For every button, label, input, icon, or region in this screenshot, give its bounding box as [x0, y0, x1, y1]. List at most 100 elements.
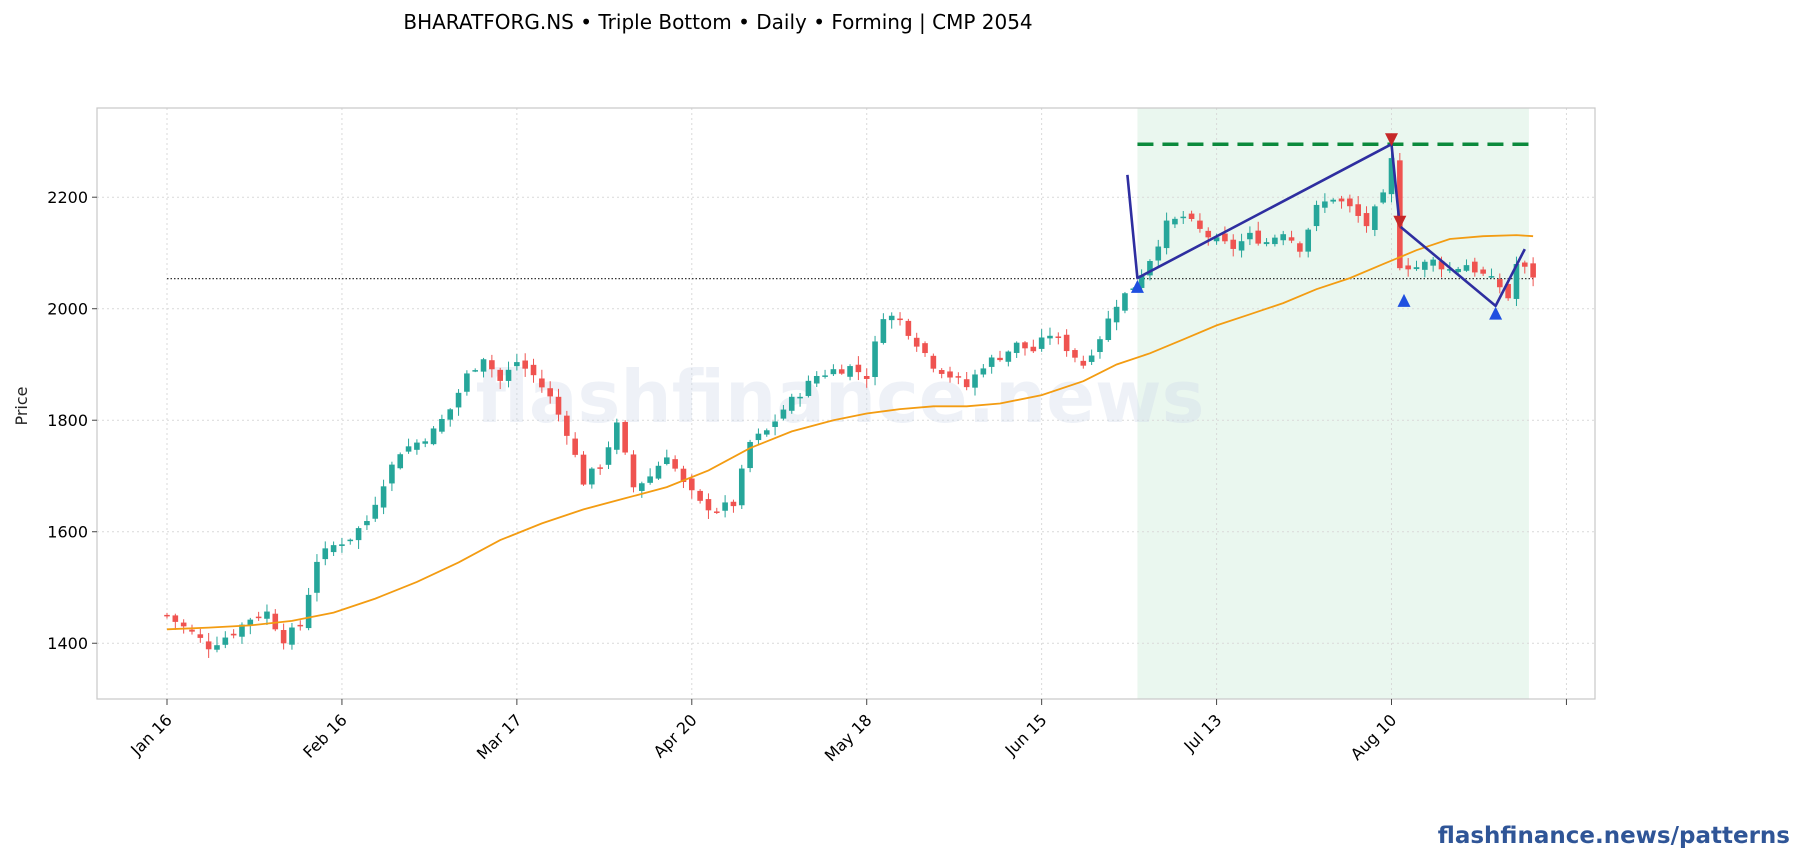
pivot-high-marker — [1385, 133, 1399, 147]
x-tick-label: Aug 10 — [1347, 710, 1401, 764]
candle-body — [514, 362, 520, 367]
candle-body — [189, 629, 195, 632]
candle-body — [697, 490, 703, 501]
candle-body — [1055, 336, 1062, 338]
pivot-low-marker — [1397, 293, 1411, 307]
x-tick-label: Feb 16 — [299, 710, 350, 761]
candle-body — [1113, 306, 1120, 323]
candle-body — [422, 441, 429, 444]
plot-area: flashfinance.news 1400 1600 1800 2000 2200 Jan… — [47, 107, 1596, 765]
candle-body — [838, 369, 845, 374]
candle-body — [1413, 267, 1420, 270]
candle-body — [1038, 337, 1045, 349]
candle-body — [797, 396, 803, 399]
candle-body — [664, 457, 670, 465]
candle-body — [1063, 334, 1070, 352]
candle-body — [747, 441, 753, 469]
candle-body — [580, 454, 587, 485]
candle-body — [905, 320, 912, 336]
y-tick-label: 1600 — [47, 523, 88, 542]
candle-body — [1330, 199, 1336, 202]
candle-body — [1080, 360, 1087, 366]
candle-body — [1463, 265, 1470, 271]
candle-body — [822, 375, 828, 377]
candle-body — [314, 561, 320, 593]
candle-body — [1305, 229, 1312, 252]
candle-body — [1105, 318, 1112, 341]
candle-body — [1505, 283, 1511, 299]
candle-body — [1013, 342, 1020, 353]
candle-body — [472, 370, 479, 372]
candle-body — [1122, 293, 1128, 311]
candle-body — [647, 476, 653, 483]
candle-body — [405, 446, 412, 452]
candle-body — [897, 318, 903, 321]
candle-body — [1230, 239, 1237, 249]
plot-frame — [96, 107, 1596, 700]
candle-body — [505, 369, 512, 381]
candle-body — [364, 521, 370, 526]
candle-body — [1247, 232, 1253, 240]
candle-body — [164, 614, 170, 617]
candle-body — [447, 409, 454, 420]
candle-body — [1513, 264, 1520, 299]
candle-body — [305, 594, 312, 629]
candle-body — [1005, 351, 1012, 362]
candle-body — [1072, 350, 1078, 358]
pattern-line — [1126, 142, 1526, 308]
candle-body — [389, 464, 395, 484]
candle-body — [522, 360, 528, 369]
candle-body — [1297, 243, 1303, 252]
candle-body — [1355, 204, 1361, 216]
candle-body — [464, 373, 470, 392]
candle-body — [1263, 242, 1270, 245]
candle-body — [639, 483, 645, 491]
candle-body — [455, 392, 462, 408]
candle-body — [855, 364, 862, 373]
candle-body — [1322, 201, 1328, 208]
candle-body — [339, 544, 345, 546]
y-tick-label: 1400 — [47, 634, 88, 653]
candle-body — [1313, 204, 1320, 227]
candle-body — [963, 379, 970, 388]
footer-link[interactable]: flashfinance.news/patterns — [1438, 823, 1790, 849]
candle-body — [1280, 234, 1287, 241]
pivot-high-marker — [1393, 215, 1407, 229]
candle-body — [997, 357, 1003, 361]
candle-body — [847, 366, 853, 377]
candle-body — [1530, 263, 1536, 278]
candle-body — [705, 499, 712, 511]
pattern-zone — [1137, 108, 1529, 699]
watermark: flashfinance.news — [476, 355, 1205, 439]
candle-body — [780, 409, 787, 419]
candle-body — [1047, 335, 1053, 339]
candle-body — [572, 438, 578, 455]
candle-body — [272, 613, 279, 630]
candle-body — [772, 421, 778, 427]
candle-body — [597, 467, 603, 469]
candle-body — [1405, 265, 1411, 270]
candle-body — [938, 370, 945, 374]
candle-body — [863, 375, 870, 379]
candle-body — [880, 319, 887, 343]
candle-body — [347, 539, 354, 542]
candle-body — [280, 630, 287, 644]
candle-body — [1380, 192, 1386, 203]
candle-body — [988, 357, 995, 367]
x-tick-label: Apr 20 — [650, 710, 701, 761]
candle-body — [1222, 233, 1228, 242]
candle-body — [430, 428, 437, 445]
candle-body — [214, 645, 220, 650]
candle-body — [947, 371, 953, 378]
candle-body — [564, 415, 570, 436]
candle-body — [713, 511, 720, 513]
candle-body — [1213, 237, 1220, 242]
candle-body — [297, 624, 304, 627]
moving-average-line — [166, 234, 1534, 631]
candle-body — [380, 486, 387, 508]
candle-body — [555, 396, 562, 415]
candle-body — [1022, 342, 1028, 349]
candle-body — [930, 355, 937, 369]
candle-body — [1472, 261, 1478, 273]
candle-body — [255, 616, 262, 619]
